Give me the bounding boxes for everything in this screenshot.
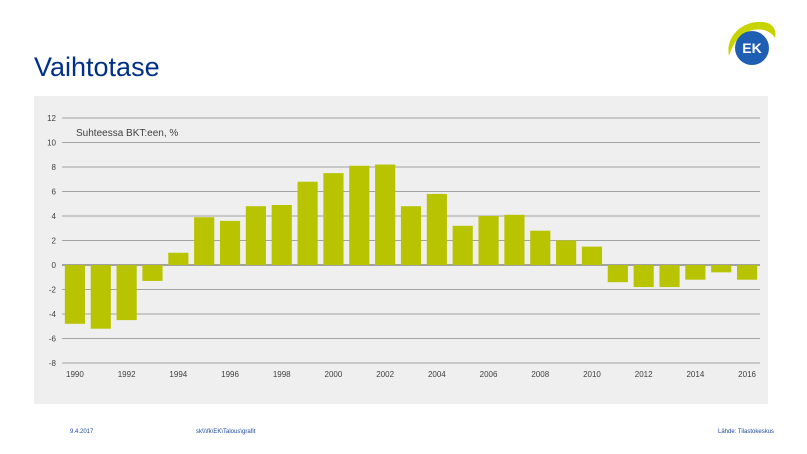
x-tick-label: 2002 bbox=[376, 370, 394, 379]
bar-2009 bbox=[556, 240, 577, 265]
x-tick-label: 1996 bbox=[221, 370, 239, 379]
bar-1997 bbox=[245, 206, 266, 265]
bar-2016 bbox=[736, 265, 758, 280]
bar-2008 bbox=[530, 230, 551, 265]
x-tick-label: 2010 bbox=[583, 370, 601, 379]
x-tick-label: 2004 bbox=[428, 370, 446, 379]
bar-2005 bbox=[452, 225, 473, 265]
x-tick-label: 1992 bbox=[118, 370, 136, 379]
footer-date: 9.4.2017 bbox=[70, 429, 94, 435]
bar-1991 bbox=[90, 265, 111, 329]
x-tick-label: 2014 bbox=[686, 370, 704, 379]
chart-panel: 12 10 8 6 4 2 0 -2 -4 -6 -8 1990 1992 1994 1996 1998 20… bbox=[34, 96, 768, 404]
y-tick-label: 2 bbox=[52, 237, 57, 246]
x-tick-label: 2000 bbox=[325, 370, 343, 379]
y-tick-label: 8 bbox=[52, 163, 57, 172]
bar-2000 bbox=[323, 173, 344, 265]
bar-2006 bbox=[478, 216, 499, 265]
bar-2002 bbox=[375, 164, 396, 265]
x-tick-label: 2012 bbox=[635, 370, 653, 379]
bar-2015 bbox=[711, 265, 732, 273]
bar-1999 bbox=[297, 181, 318, 265]
bar-2012 bbox=[633, 265, 654, 288]
chart-annotation: Suhteessa BKT:een, % bbox=[76, 128, 178, 139]
y-tick-label: 10 bbox=[47, 139, 56, 148]
bars bbox=[64, 164, 758, 329]
bar-2003 bbox=[400, 206, 422, 265]
x-tick-label: 1990 bbox=[66, 370, 84, 379]
x-tick-label: 2008 bbox=[531, 370, 549, 379]
x-tick-label: 1994 bbox=[169, 370, 187, 379]
bar-1996 bbox=[219, 220, 241, 265]
bar-2001 bbox=[349, 165, 370, 265]
bar-1992 bbox=[116, 265, 137, 321]
bar-1995 bbox=[194, 217, 215, 265]
y-tick-label: 12 bbox=[47, 114, 56, 123]
x-tick-label: 2006 bbox=[480, 370, 498, 379]
x-axis-labels: 1990 1992 1994 1996 1998 2000 2002 2004 2006 2008… bbox=[66, 370, 756, 379]
footer-path: sk\\\fk\EK\Talous\grafit bbox=[196, 429, 256, 435]
ek-logo: EK bbox=[728, 21, 776, 65]
logo-circle bbox=[735, 31, 769, 65]
bar-1998 bbox=[271, 204, 292, 265]
y-tick-label: -8 bbox=[49, 359, 57, 368]
y-tick-label: -4 bbox=[49, 310, 57, 319]
bar-1994 bbox=[168, 252, 189, 265]
logo-swoosh bbox=[728, 21, 776, 56]
current-account-chart: 12 10 8 6 4 2 0 -2 -4 -6 -8 1990 1992 1994 1996 1998 20… bbox=[47, 114, 760, 379]
y-tick-label: -2 bbox=[49, 286, 57, 295]
bar-2007 bbox=[504, 214, 525, 265]
bar-2013 bbox=[659, 265, 680, 288]
footer-source: Lähde: Tilastokeskus bbox=[718, 429, 775, 435]
x-tick-label: 2016 bbox=[738, 370, 756, 379]
bar-2011 bbox=[607, 265, 628, 283]
bar-1990 bbox=[64, 265, 86, 324]
y-axis-labels: 12 10 8 6 4 2 0 -2 -4 -6 -8 bbox=[47, 114, 56, 368]
y-tick-label: 6 bbox=[52, 188, 57, 197]
x-tick-label: 1998 bbox=[273, 370, 291, 379]
logo-text: EK bbox=[742, 40, 761, 56]
y-tick-label: 4 bbox=[52, 212, 57, 221]
bar-2010 bbox=[581, 246, 603, 265]
bar-1993 bbox=[142, 265, 163, 281]
page-title: Vaihtotase bbox=[34, 52, 160, 82]
bar-2014 bbox=[685, 265, 706, 280]
y-tick-label: 0 bbox=[52, 261, 57, 270]
bar-2004 bbox=[426, 193, 447, 265]
y-tick-label: -6 bbox=[49, 335, 57, 344]
